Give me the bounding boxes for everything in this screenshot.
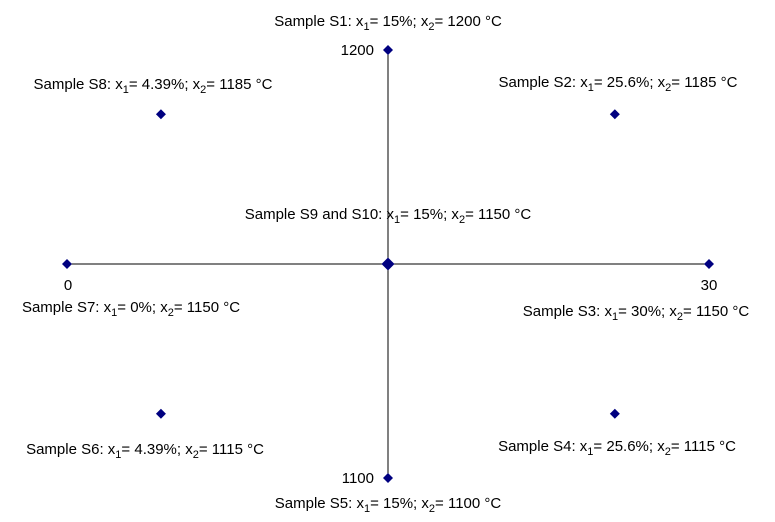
point-label-6: Sample S6: x1= 4.39%; x2= 1115 °C (26, 441, 264, 461)
tick-labels: 0 30 1200 1100 (64, 42, 718, 487)
data-point-1 (383, 45, 393, 55)
x-tick-label-max: 30 (701, 277, 718, 294)
data-point-4 (609, 408, 620, 419)
point-label-4: Sample S4: x1= 25.6%; x2= 1115 °C (498, 438, 736, 458)
data-points (62, 45, 714, 483)
x-tick-label-min: 0 (64, 277, 72, 294)
y-tick-label-min: 1100 (342, 470, 374, 487)
point-label-3: Sample S3: x1= 30%; x2= 1150 °C (523, 303, 750, 323)
data-point-5 (383, 473, 393, 483)
data-point-8 (155, 109, 166, 120)
data-point-2 (609, 109, 620, 120)
data-point-9 (381, 257, 395, 271)
data-point-7 (62, 259, 72, 269)
y-tick-label-max: 1200 (341, 42, 374, 59)
point-label-8: Sample S8: x1= 4.39%; x2= 1185 °C (34, 76, 273, 96)
data-point-3 (704, 259, 714, 269)
point-label-7: Sample S7: x1= 0%; x2= 1150 °C (22, 299, 240, 319)
point-label-9: Sample S9 and S10: x1= 15%; x2= 1150 °C (245, 206, 532, 226)
point-label-2: Sample S2: x1= 25.6%; x2= 1185 °C (499, 74, 738, 94)
data-point-6 (155, 408, 166, 419)
point-label-5: Sample S5: x1= 15%; x2= 1100 °C (275, 495, 502, 515)
point-labels: Sample S1: x1= 15%; x2= 1200 °C Sample S2… (22, 13, 749, 515)
point-label-1: Sample S1: x1= 15%; x2= 1200 °C (274, 13, 502, 33)
